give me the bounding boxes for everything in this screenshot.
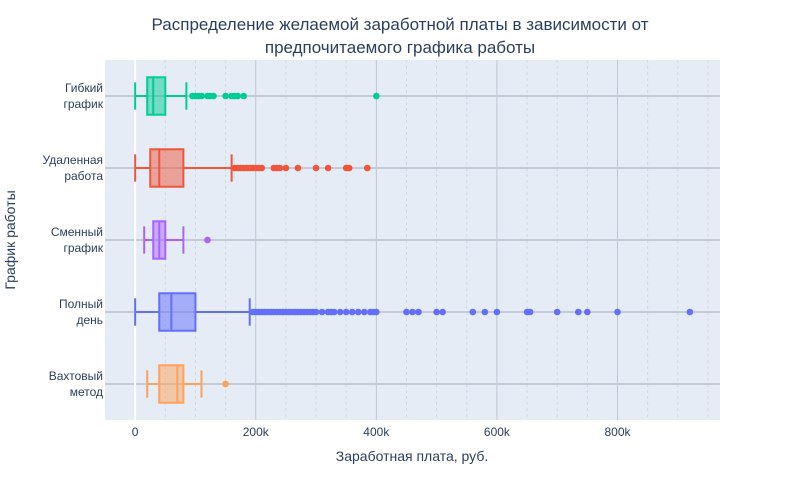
x-tick-label: 0: [132, 425, 139, 439]
box-plot-3: [134, 292, 694, 332]
y-tick-label-line: работа: [64, 169, 103, 183]
outlier-point: [614, 308, 621, 316]
outlier-point: [258, 164, 266, 172]
outlier-point: [240, 92, 247, 100]
outlier-point: [345, 164, 353, 172]
iqr-box: [158, 364, 185, 404]
y-tick-label: Удаленная работа: [43, 153, 104, 183]
y-tick-label-line: метод: [70, 385, 103, 399]
y-tick-label-line: Полный: [59, 297, 103, 311]
outlier-point: [342, 308, 350, 316]
y-tick-label-line: график: [63, 241, 103, 255]
y-tick-label-line: день: [76, 313, 103, 327]
y-axis-title: График работы: [2, 190, 18, 289]
outlier-point: [330, 308, 338, 316]
y-tick-label: Сменный график: [51, 225, 104, 255]
outlier-point: [204, 236, 211, 244]
outlier-point: [318, 308, 326, 316]
y-tick-label: Гибкий график: [63, 81, 103, 111]
outlier-point: [336, 308, 344, 316]
outlier-point: [373, 308, 380, 316]
outlier-point: [575, 308, 582, 316]
chart-title-line-2: предпочитаемого графика работы: [265, 38, 535, 57]
y-axis-ticks: Гибкий график Удаленная работа Сменный график…: [43, 81, 104, 399]
y-tick-label-line: Вахтовый: [49, 369, 103, 383]
outlier-point: [198, 92, 205, 100]
outlier-point: [415, 308, 422, 316]
outlier-point: [686, 308, 694, 316]
outlier-point: [282, 164, 290, 172]
x-tick-label: 400k: [363, 425, 390, 439]
outlier-point: [409, 308, 416, 316]
box-plot-4: [146, 364, 229, 404]
outlier-point: [526, 308, 534, 316]
x-tick-label: 600k: [484, 425, 511, 439]
outlier-point: [481, 308, 489, 316]
y-tick-label-line: Гибкий: [65, 81, 103, 95]
outlier-point: [433, 308, 440, 316]
outlier-point: [222, 380, 229, 388]
iqr-box: [158, 292, 197, 332]
outlier-point: [360, 308, 368, 316]
x-tick-label: 800k: [604, 425, 631, 439]
outlier-point: [210, 92, 217, 100]
box-plot-0: [134, 76, 380, 116]
box-plot-2: [143, 220, 211, 260]
y-tick-label-line: Удаленная: [43, 153, 103, 167]
chart-title-line-1: Распределение желаемой заработной платы …: [152, 15, 649, 34]
outlier-point: [312, 308, 320, 316]
x-axis-title: Заработная плата, руб.: [336, 448, 488, 464]
outlier-point: [373, 92, 380, 100]
y-tick-label: Полный день: [59, 297, 103, 327]
outlier-point: [222, 92, 229, 100]
iqr-box: [149, 148, 185, 188]
outlier-point: [276, 164, 284, 172]
outlier-point: [553, 308, 561, 316]
y-tick-label: Вахтовый метод: [49, 369, 103, 399]
outlier-point: [493, 308, 501, 316]
x-axis-ticks: 0 200k 400k 600k 800k: [132, 425, 632, 439]
outlier-point: [312, 164, 320, 172]
outlier-point: [324, 164, 332, 172]
iqr-box: [146, 76, 167, 116]
y-tick-label-line: Сменный: [51, 225, 103, 239]
y-tick-label-line: график: [63, 97, 103, 111]
outlier-point: [348, 308, 356, 316]
outlier-point: [403, 308, 410, 316]
outlier-point: [469, 308, 477, 316]
x-tick-label: 200k: [243, 425, 270, 439]
box-plot-1: [134, 148, 371, 188]
outlier-point: [584, 308, 591, 316]
outlier-point: [294, 164, 302, 172]
grid: [105, 60, 720, 420]
outlier-point: [354, 308, 362, 316]
outlier-point: [234, 92, 241, 100]
box-plots: [134, 76, 694, 404]
outlier-point: [363, 164, 371, 172]
outlier-point: [439, 308, 446, 316]
